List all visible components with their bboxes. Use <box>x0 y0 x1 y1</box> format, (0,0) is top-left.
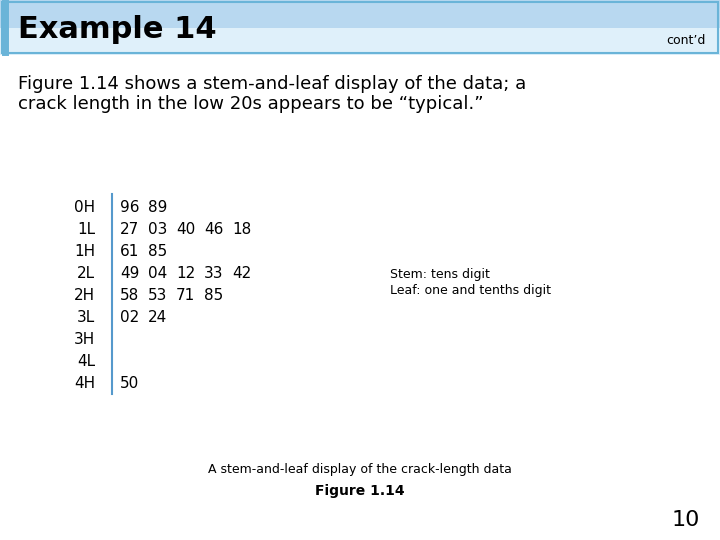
Text: 2L: 2L <box>77 266 95 281</box>
Bar <box>2 2 718 53</box>
Text: 1L: 1L <box>77 222 95 237</box>
Text: 2H: 2H <box>74 288 95 303</box>
Text: 03: 03 <box>148 222 167 237</box>
Text: 24: 24 <box>148 310 167 325</box>
Text: 18: 18 <box>232 222 251 237</box>
Text: 4H: 4H <box>74 376 95 391</box>
Text: 12: 12 <box>176 266 195 281</box>
Text: Stem: tens digit: Stem: tens digit <box>390 268 490 281</box>
Text: 50: 50 <box>120 376 139 391</box>
Text: 46: 46 <box>204 222 223 237</box>
Text: A stem-and-leaf display of the crack-length data: A stem-and-leaf display of the crack-len… <box>208 463 512 476</box>
Text: Leaf: one and tenths digit: Leaf: one and tenths digit <box>390 284 551 297</box>
Text: 42: 42 <box>232 266 251 281</box>
Text: 71: 71 <box>176 288 195 303</box>
Text: 96: 96 <box>120 200 140 215</box>
Text: 89: 89 <box>148 200 167 215</box>
Text: 53: 53 <box>148 288 167 303</box>
Text: 85: 85 <box>204 288 223 303</box>
Text: cont’d: cont’d <box>667 34 706 47</box>
Text: 40: 40 <box>176 222 195 237</box>
Bar <box>0 0 720 28</box>
Text: 49: 49 <box>120 266 140 281</box>
Text: 1H: 1H <box>74 244 95 259</box>
Text: 02: 02 <box>120 310 139 325</box>
Text: Example 14: Example 14 <box>18 15 217 44</box>
Text: 33: 33 <box>204 266 223 281</box>
Text: 04: 04 <box>148 266 167 281</box>
Text: 58: 58 <box>120 288 139 303</box>
Text: 61: 61 <box>120 244 140 259</box>
Text: 0H: 0H <box>74 200 95 215</box>
Text: 27: 27 <box>120 222 139 237</box>
Text: 85: 85 <box>148 244 167 259</box>
Text: crack length in the low 20s appears to be “typical.”: crack length in the low 20s appears to b… <box>18 95 484 113</box>
Text: Figure 1.14: Figure 1.14 <box>315 484 405 498</box>
Text: 4L: 4L <box>77 354 95 369</box>
Text: 10: 10 <box>672 510 700 530</box>
Text: 3L: 3L <box>77 310 95 325</box>
Bar <box>0 28 720 55</box>
Text: 3H: 3H <box>73 332 95 347</box>
Text: Figure 1.14 shows a stem-and-leaf display of the data; a: Figure 1.14 shows a stem-and-leaf displa… <box>18 75 526 93</box>
